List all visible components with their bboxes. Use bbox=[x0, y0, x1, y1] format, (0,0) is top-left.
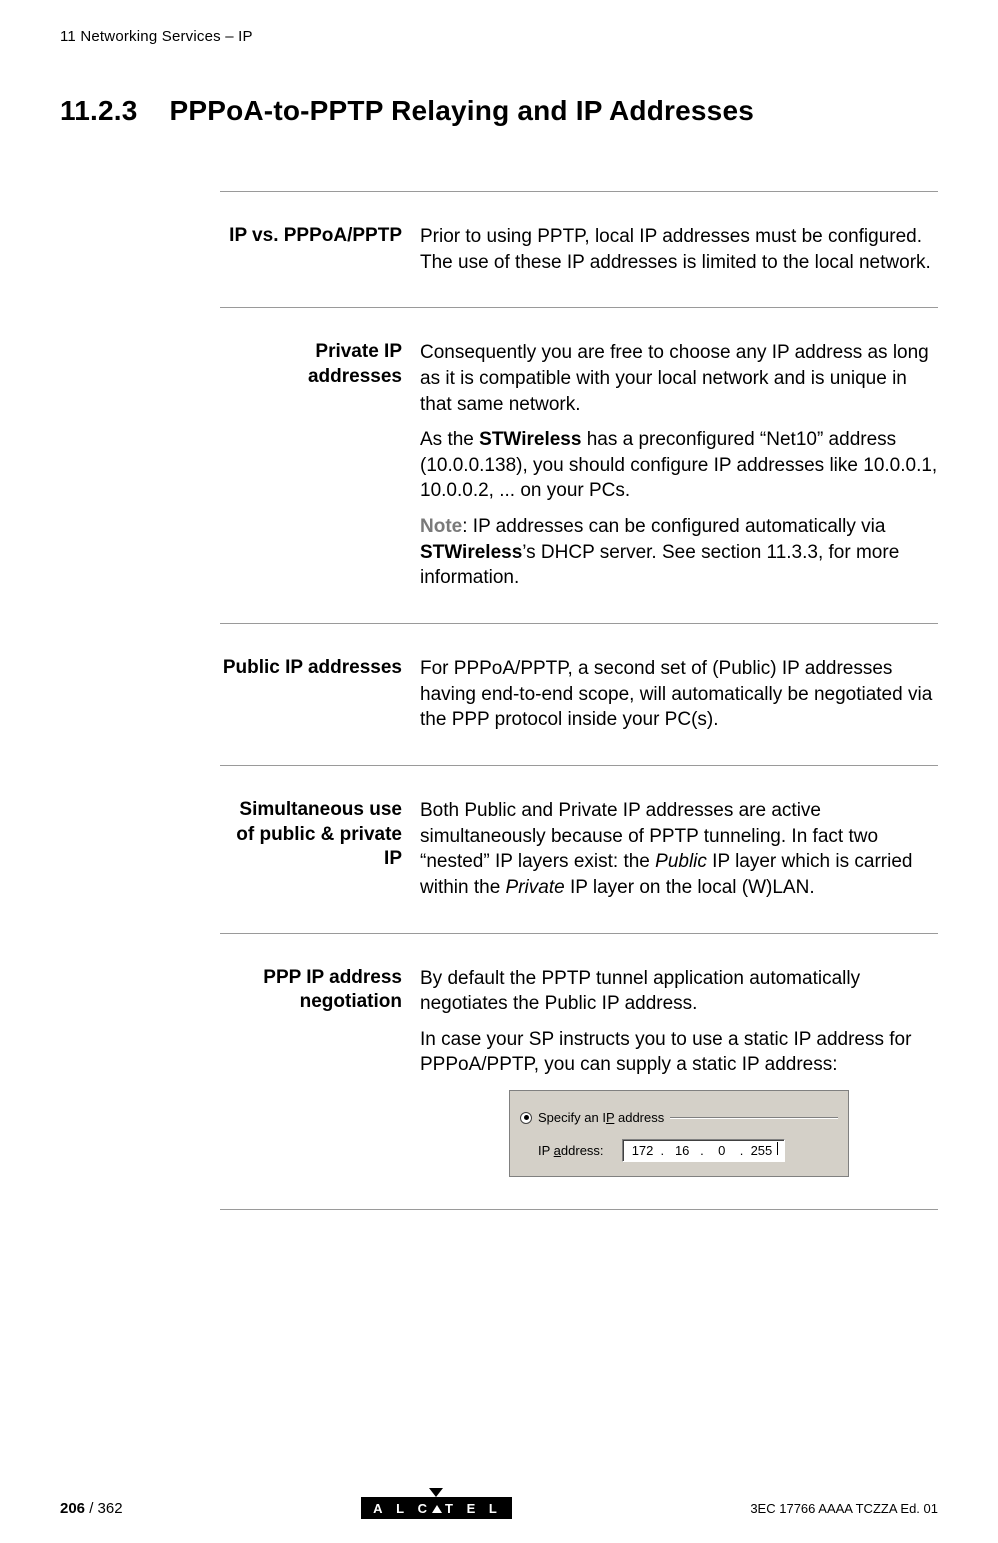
content-block: IP vs. PPPoA/PPTPPrior to using PPTP, lo… bbox=[220, 191, 938, 307]
logo-triangle-icon bbox=[429, 1488, 443, 1497]
body-column: For PPPoA/PPTP, a second set of (Public)… bbox=[420, 656, 938, 733]
text-cursor-icon bbox=[777, 1142, 778, 1155]
ip-octet[interactable]: 0 bbox=[708, 1142, 736, 1160]
ip-address-input[interactable]: 172.16.0.255 bbox=[622, 1139, 786, 1163]
content-block: PPP IP address negotiationBy default the… bbox=[220, 933, 938, 1211]
groupbox-line bbox=[670, 1117, 838, 1118]
ip-octet[interactable]: 16 bbox=[668, 1142, 696, 1160]
text-run: STWireless bbox=[479, 429, 581, 450]
ip-separator: . bbox=[698, 1142, 706, 1160]
dialog-fieldset: Specify an IP addressIP address:172.16.0… bbox=[520, 1109, 838, 1162]
section-heading: 11.2.3 PPPoA-to-PPTP Relaying and IP Add… bbox=[60, 95, 938, 127]
body-column: Consequently you are free to choose any … bbox=[420, 340, 938, 591]
running-header: 11 Networking Services – IP bbox=[60, 28, 938, 45]
ip-address-dialog: Specify an IP addressIP address:172.16.0… bbox=[509, 1090, 849, 1177]
page-footer: 206 / 362 A L C T E L 3EC 17766 AAAA TCZ… bbox=[60, 1497, 938, 1519]
text-run: Public bbox=[655, 851, 707, 872]
ip-address-row: IP address:172.16.0.255 bbox=[520, 1131, 838, 1163]
text-run: Private bbox=[506, 877, 565, 898]
ip-octet[interactable]: 255 bbox=[747, 1142, 775, 1160]
body-column: By default the PPTP tunnel application a… bbox=[420, 966, 938, 1178]
paragraph: Prior to using PPTP, local IP addresses … bbox=[420, 224, 938, 275]
side-label: PPP IP address negotiation bbox=[220, 966, 420, 1178]
ip-address-label: IP address: bbox=[538, 1142, 604, 1160]
ip-separator: . bbox=[659, 1142, 667, 1160]
side-label: Public IP addresses bbox=[220, 656, 420, 733]
paragraph: For PPPoA/PPTP, a second set of (Public)… bbox=[420, 656, 938, 733]
text-run: Consequently you are free to choose any … bbox=[420, 342, 929, 414]
section-number: 11.2.3 bbox=[60, 95, 138, 126]
text-run: Note bbox=[420, 516, 462, 537]
page-number: 206 / 362 bbox=[60, 1500, 123, 1517]
content-block: Simultaneous use of public & private IPB… bbox=[220, 765, 938, 933]
text-run: STWireless bbox=[420, 542, 522, 563]
content-block: Private IP addressesConsequently you are… bbox=[220, 307, 938, 623]
text-run: Prior to using PPTP, local IP addresses … bbox=[420, 226, 931, 273]
alcatel-logo: A L C T E L bbox=[361, 1497, 512, 1519]
section-title: PPPoA-to-PPTP Relaying and IP Addresses bbox=[169, 95, 754, 126]
logo-text-left: A L C bbox=[373, 1501, 432, 1516]
text-run: In case your SP instructs you to use a s… bbox=[420, 1029, 911, 1076]
body-column: Prior to using PPTP, local IP addresses … bbox=[420, 224, 938, 275]
text-run: For PPPoA/PPTP, a second set of (Public)… bbox=[420, 658, 932, 730]
text-run: As the bbox=[420, 429, 479, 450]
page-total: / 362 bbox=[85, 1500, 123, 1517]
radio-dot-icon bbox=[524, 1115, 529, 1120]
content-block: Public IP addressesFor PPPoA/PPTP, a sec… bbox=[220, 623, 938, 765]
paragraph: As the STWireless has a preconfigured “N… bbox=[420, 427, 938, 504]
body-column: Both Public and Private IP addresses are… bbox=[420, 798, 938, 901]
side-label: IP vs. PPPoA/PPTP bbox=[220, 224, 420, 275]
paragraph: Both Public and Private IP addresses are… bbox=[420, 798, 938, 901]
ip-octet[interactable]: 172 bbox=[629, 1142, 657, 1160]
logo-inner-triangle-icon bbox=[432, 1505, 442, 1513]
radio-icon[interactable] bbox=[520, 1112, 532, 1124]
paragraph: Note: IP addresses can be configured aut… bbox=[420, 514, 938, 591]
side-label: Private IP addresses bbox=[220, 340, 420, 591]
page-current: 206 bbox=[60, 1500, 85, 1517]
text-run: By default the PPTP tunnel application a… bbox=[420, 968, 860, 1015]
text-run: : IP addresses can be configured automat… bbox=[462, 516, 885, 537]
paragraph: In case your SP instructs you to use a s… bbox=[420, 1027, 938, 1078]
side-label: Simultaneous use of public & private IP bbox=[220, 798, 420, 901]
document-id: 3EC 17766 AAAA TCZZA Ed. 01 bbox=[750, 1501, 938, 1516]
logo-text-right: T E L bbox=[445, 1501, 502, 1516]
text-run: IP layer on the local (W)LAN. bbox=[565, 877, 815, 898]
paragraph: Consequently you are free to choose any … bbox=[420, 340, 938, 417]
radio-label: Specify an IP address bbox=[538, 1109, 664, 1127]
specify-ip-radio-row[interactable]: Specify an IP address bbox=[520, 1109, 838, 1127]
ip-separator: . bbox=[738, 1142, 746, 1160]
paragraph: By default the PPTP tunnel application a… bbox=[420, 966, 938, 1017]
